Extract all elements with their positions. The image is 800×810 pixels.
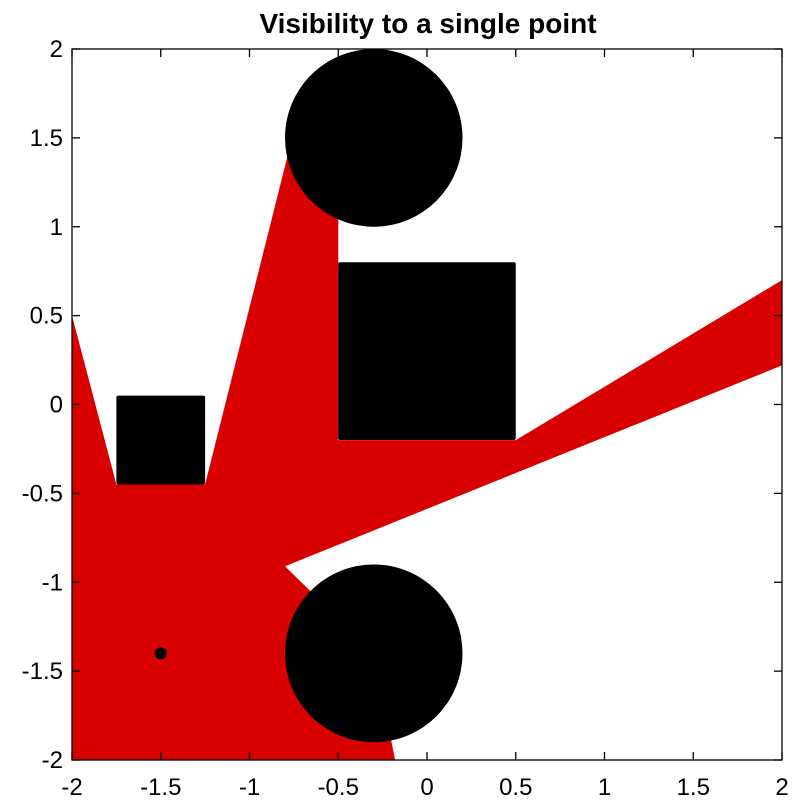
x-tick-label: -2 [61, 774, 82, 801]
y-tick-label: 2 [50, 36, 63, 63]
lower-circle-obstacle [285, 564, 463, 743]
y-tick-label: 0.5 [30, 303, 63, 330]
x-tick-label: 0.5 [499, 774, 532, 801]
x-tick-label: -0.5 [318, 774, 359, 801]
visible-region [72, 152, 782, 760]
y-tick-label: -1 [42, 569, 63, 596]
x-tick-label: 1 [598, 774, 611, 801]
upper-circle-obstacle [285, 49, 463, 227]
x-tick-label: -1.5 [140, 774, 181, 801]
large-square-obstacle [338, 262, 516, 441]
y-tick-label: 1.5 [30, 125, 63, 152]
x-tick-label: 2 [775, 774, 788, 801]
chart-title: Visibility to a single point [259, 8, 596, 39]
x-tick-label: 1.5 [677, 774, 710, 801]
axes: -2 -1.5 -1 -0.5 0 0.5 1 1.5 2 -2 -1.5 -1 -0.5 0 0.5 1 1.… [22, 36, 789, 801]
small-square-obstacle [116, 395, 206, 485]
y-tick-label: 1 [50, 214, 63, 241]
y-tick-label: -2 [42, 747, 63, 774]
x-tick-label: -1 [239, 774, 260, 801]
y-tick-label: 0 [50, 392, 63, 419]
viewpoint-marker [154, 647, 167, 660]
y-tick-label: -0.5 [22, 480, 63, 507]
x-tick-label: 0 [420, 774, 433, 801]
plot-area [72, 49, 782, 760]
y-tick-label: -1.5 [22, 658, 63, 685]
